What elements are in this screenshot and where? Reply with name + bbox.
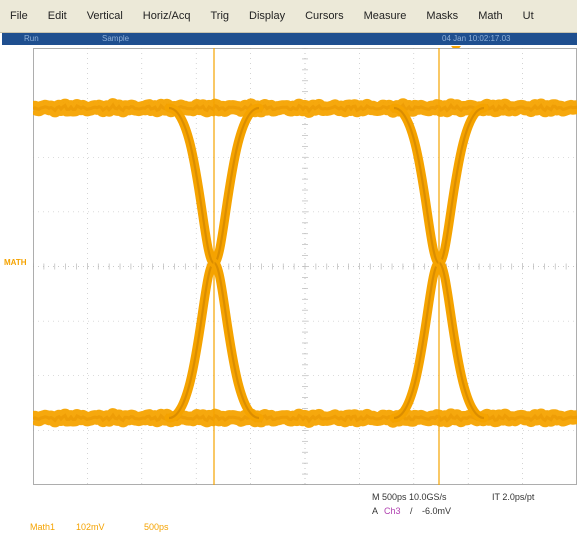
menu-vertical[interactable]: Vertical bbox=[86, 10, 123, 22]
menu-bar: File Edit Vertical Horiz/Acq Trig Displa… bbox=[0, 0, 577, 33]
menu-edit[interactable]: Edit bbox=[47, 10, 67, 22]
trigger-level: -6.0mV bbox=[422, 506, 452, 516]
status-bar: Run Sample 04 Jan 10:02:17.03 bbox=[2, 33, 577, 45]
run-status: Run bbox=[24, 34, 39, 43]
menu-cursors[interactable]: Cursors bbox=[305, 10, 344, 22]
trigger-prefix: A bbox=[372, 506, 379, 516]
menu-utilities[interactable]: Ut bbox=[522, 10, 534, 22]
it-readout: IT 2.0ps/pt bbox=[492, 492, 535, 502]
menu-math[interactable]: Math bbox=[478, 10, 503, 22]
datetime: 04 Jan 10:02:17.03 bbox=[442, 34, 511, 43]
menu-measure[interactable]: Measure bbox=[363, 10, 407, 22]
channel-marker[interactable]: MATH bbox=[4, 258, 27, 267]
horizontal-readout: M 500ps 10.0GS/s bbox=[372, 492, 447, 502]
cursors bbox=[213, 48, 440, 485]
scope-display bbox=[33, 48, 577, 485]
menu-trig[interactable]: Trig bbox=[210, 10, 230, 22]
math-time: 500ps bbox=[144, 522, 169, 532]
menu-horiz-acq[interactable]: Horiz/Acq bbox=[142, 10, 191, 22]
trigger-slope: / bbox=[410, 506, 413, 516]
trigger-source: Ch3 bbox=[384, 506, 401, 516]
acq-mode: Sample bbox=[102, 34, 130, 43]
math-scale: 102mV bbox=[76, 522, 105, 532]
math-label: Math1 bbox=[30, 522, 56, 532]
menu-file[interactable]: File bbox=[10, 10, 28, 22]
menu-masks[interactable]: Masks bbox=[426, 10, 459, 22]
menu-display[interactable]: Display bbox=[249, 10, 286, 22]
